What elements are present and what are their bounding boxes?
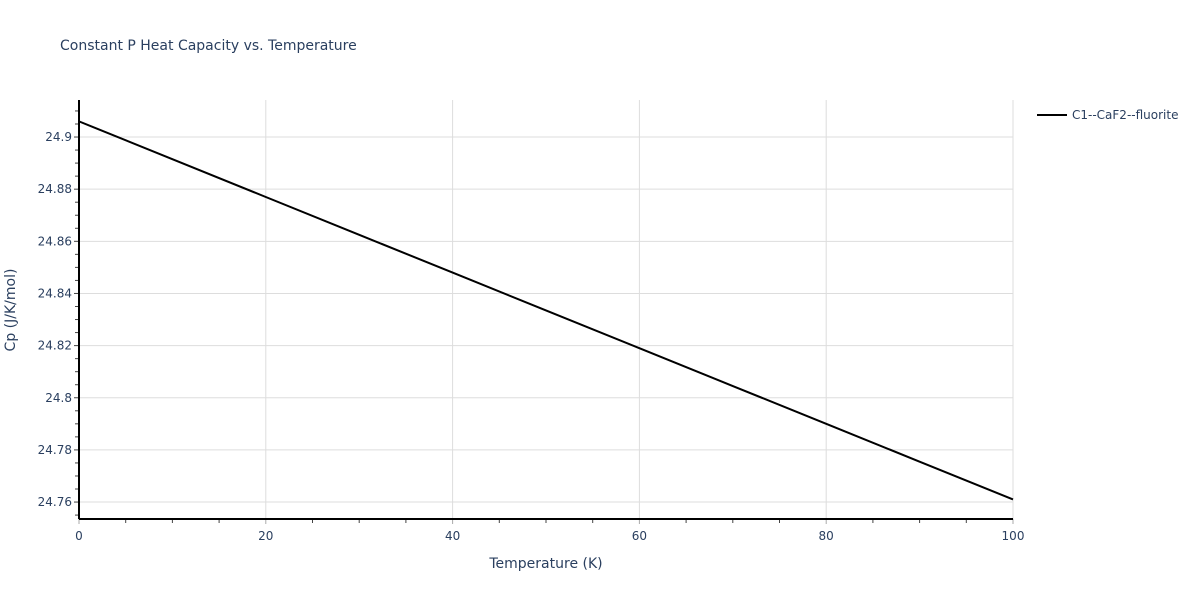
x-tick-label: 40: [445, 529, 460, 543]
x-tick-label: 0: [75, 529, 83, 543]
x-tick-label: 60: [632, 529, 647, 543]
series-line: [78, 120, 1014, 501]
x-tick-label: 100: [1002, 529, 1025, 543]
y-tick-label: 24.78: [38, 443, 72, 457]
legend[interactable]: C1--CaF2--fluorite: [1037, 108, 1178, 122]
y-tick-label: 24.82: [38, 339, 72, 353]
legend-item-label[interactable]: C1--CaF2--fluorite: [1072, 108, 1178, 122]
plot-series: [78, 120, 1014, 501]
y-axis-title: Cp (J/K/mol): [3, 269, 19, 352]
y-tick-label: 24.8: [45, 391, 72, 405]
y-tick-label: 24.86: [38, 234, 72, 248]
x-tick-label: 80: [819, 529, 834, 543]
y-tick-label: 24.84: [38, 286, 72, 300]
y-tick-label: 24.88: [38, 182, 72, 196]
chart-title: Constant P Heat Capacity vs. Temperature: [60, 38, 357, 54]
y-tick-label: 24.76: [38, 495, 72, 509]
x-tick-label: 20: [258, 529, 273, 543]
y-tick-label: 24.9: [45, 130, 72, 144]
x-axis-ticks: 0 20 40 60 80 100: [75, 519, 1024, 543]
y-axis-ticks: 24.76 24.78 24.8 24.82 24.84 24.86 24.88 24.9: [38, 130, 79, 509]
minor-ticks: [75, 110, 967, 523]
x-axis-title: Temperature (K): [488, 556, 602, 572]
gridlines: [79, 100, 1014, 519]
